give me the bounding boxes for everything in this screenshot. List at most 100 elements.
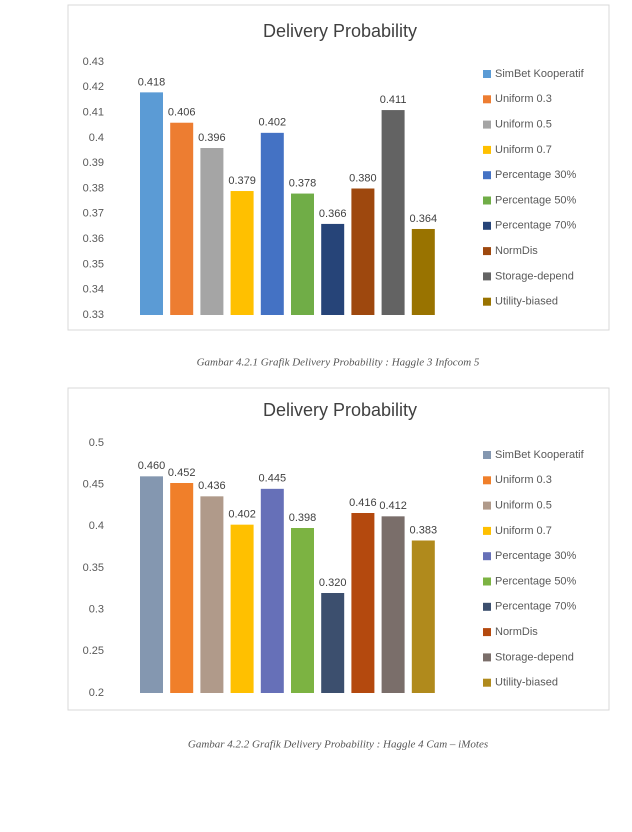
y-tick-label: 0.5 — [89, 437, 104, 449]
bar — [321, 593, 345, 693]
bar — [291, 528, 314, 693]
y-tick-label: 0.43 — [83, 56, 104, 68]
bar — [170, 483, 194, 693]
legend-swatch — [483, 552, 491, 561]
legend-label: SimBet Kooperatif — [495, 68, 585, 80]
legend-swatch — [483, 653, 491, 662]
bar — [411, 228, 435, 315]
legend-swatch — [483, 221, 491, 230]
value-label: 0.411 — [380, 94, 407, 106]
legend-label: Percentage 50% — [495, 194, 577, 206]
bar — [351, 188, 375, 315]
value-label: 0.364 — [410, 213, 438, 225]
legend-swatch — [483, 297, 491, 306]
value-label: 0.366 — [319, 208, 347, 220]
legend-swatch — [483, 95, 491, 104]
legend-label: SimBet Kooperatif — [495, 449, 585, 461]
legend-swatch — [483, 247, 491, 256]
value-label: 0.460 — [138, 460, 166, 472]
legend-label: Uniform 0.3 — [495, 93, 552, 105]
legend-swatch — [483, 171, 491, 180]
figure-caption: Gambar 4.2.1 Grafik Delivery Probability… — [197, 357, 480, 369]
y-tick-label: 0.34 — [83, 284, 104, 296]
y-tick-label: 0.41 — [83, 107, 104, 119]
legend-label: Percentage 70% — [495, 601, 577, 613]
y-tick-label: 0.35 — [83, 258, 104, 270]
legend-swatch — [483, 196, 491, 205]
value-label: 0.436 — [198, 480, 226, 492]
legend-label: NormDis — [495, 626, 538, 638]
y-tick-label: 0.38 — [83, 182, 104, 194]
bar — [170, 122, 194, 315]
legend-swatch — [483, 628, 491, 637]
value-label: 0.379 — [228, 175, 256, 187]
legend-label: Percentage 30% — [495, 169, 577, 181]
y-tick-label: 0.39 — [83, 157, 104, 169]
legend-label: Percentage 70% — [495, 220, 577, 232]
bar — [321, 223, 345, 315]
value-label: 0.452 — [168, 467, 196, 479]
bar — [411, 540, 435, 693]
value-label: 0.398 — [289, 512, 317, 524]
value-label: 0.402 — [228, 509, 256, 521]
legend-label: NormDis — [495, 245, 538, 257]
y-tick-label: 0.42 — [83, 81, 104, 93]
value-label: 0.406 — [168, 107, 196, 119]
y-tick-label: 0.37 — [83, 208, 104, 220]
legend-label: Uniform 0.7 — [495, 144, 552, 156]
y-tick-label: 0.2 — [89, 687, 104, 699]
bar — [351, 513, 375, 693]
value-label: 0.412 — [379, 500, 407, 512]
bar — [291, 193, 314, 315]
legend-label: Uniform 0.5 — [495, 119, 552, 131]
legend-label: Percentage 30% — [495, 550, 577, 562]
legend-label: Storage-depend — [495, 270, 574, 282]
bar — [260, 488, 284, 693]
y-tick-label: 0.4 — [89, 520, 104, 532]
bar — [200, 496, 224, 693]
y-tick-label: 0.36 — [83, 233, 104, 245]
legend-label: Utility-biased — [495, 296, 558, 308]
y-tick-label: 0.33 — [83, 309, 104, 321]
bar — [230, 191, 254, 315]
bar — [260, 132, 284, 315]
legend-label: Uniform 0.3 — [495, 474, 552, 486]
value-label: 0.383 — [410, 524, 438, 536]
bar — [381, 110, 405, 315]
legend-swatch — [483, 272, 491, 281]
legend-label: Uniform 0.5 — [495, 500, 552, 512]
value-label: 0.380 — [349, 172, 377, 184]
legend-label: Percentage 50% — [495, 575, 577, 587]
bar — [140, 476, 163, 693]
legend-label: Uniform 0.7 — [495, 525, 552, 537]
y-tick-label: 0.3 — [89, 604, 104, 616]
legend-swatch — [483, 678, 491, 687]
value-label: 0.418 — [138, 76, 166, 88]
figure-caption: Gambar 4.2.2 Grafik Delivery Probability… — [188, 739, 488, 751]
legend-label: Utility-biased — [495, 677, 558, 689]
legend-swatch — [483, 145, 491, 154]
legend-label: Storage-depend — [495, 651, 574, 663]
value-label: 0.378 — [289, 177, 317, 189]
value-label: 0.416 — [349, 497, 377, 509]
legend-swatch — [483, 577, 491, 586]
chart-title: Delivery Probability — [263, 400, 417, 420]
bar — [230, 524, 254, 693]
legend-swatch — [483, 476, 491, 485]
bar — [200, 148, 224, 315]
y-tick-label: 0.45 — [83, 479, 104, 491]
value-label: 0.320 — [319, 577, 347, 589]
value-label: 0.396 — [198, 132, 226, 144]
legend-swatch — [483, 602, 491, 611]
y-tick-label: 0.4 — [89, 132, 104, 144]
y-tick-label: 0.25 — [83, 645, 104, 657]
y-tick-label: 0.35 — [83, 562, 104, 574]
legend-swatch — [483, 70, 491, 78]
chart-title: Delivery Probability — [263, 21, 417, 41]
legend-swatch — [483, 526, 491, 535]
legend-swatch — [483, 120, 491, 129]
legend-swatch — [483, 451, 491, 459]
value-label: 0.445 — [259, 473, 287, 485]
